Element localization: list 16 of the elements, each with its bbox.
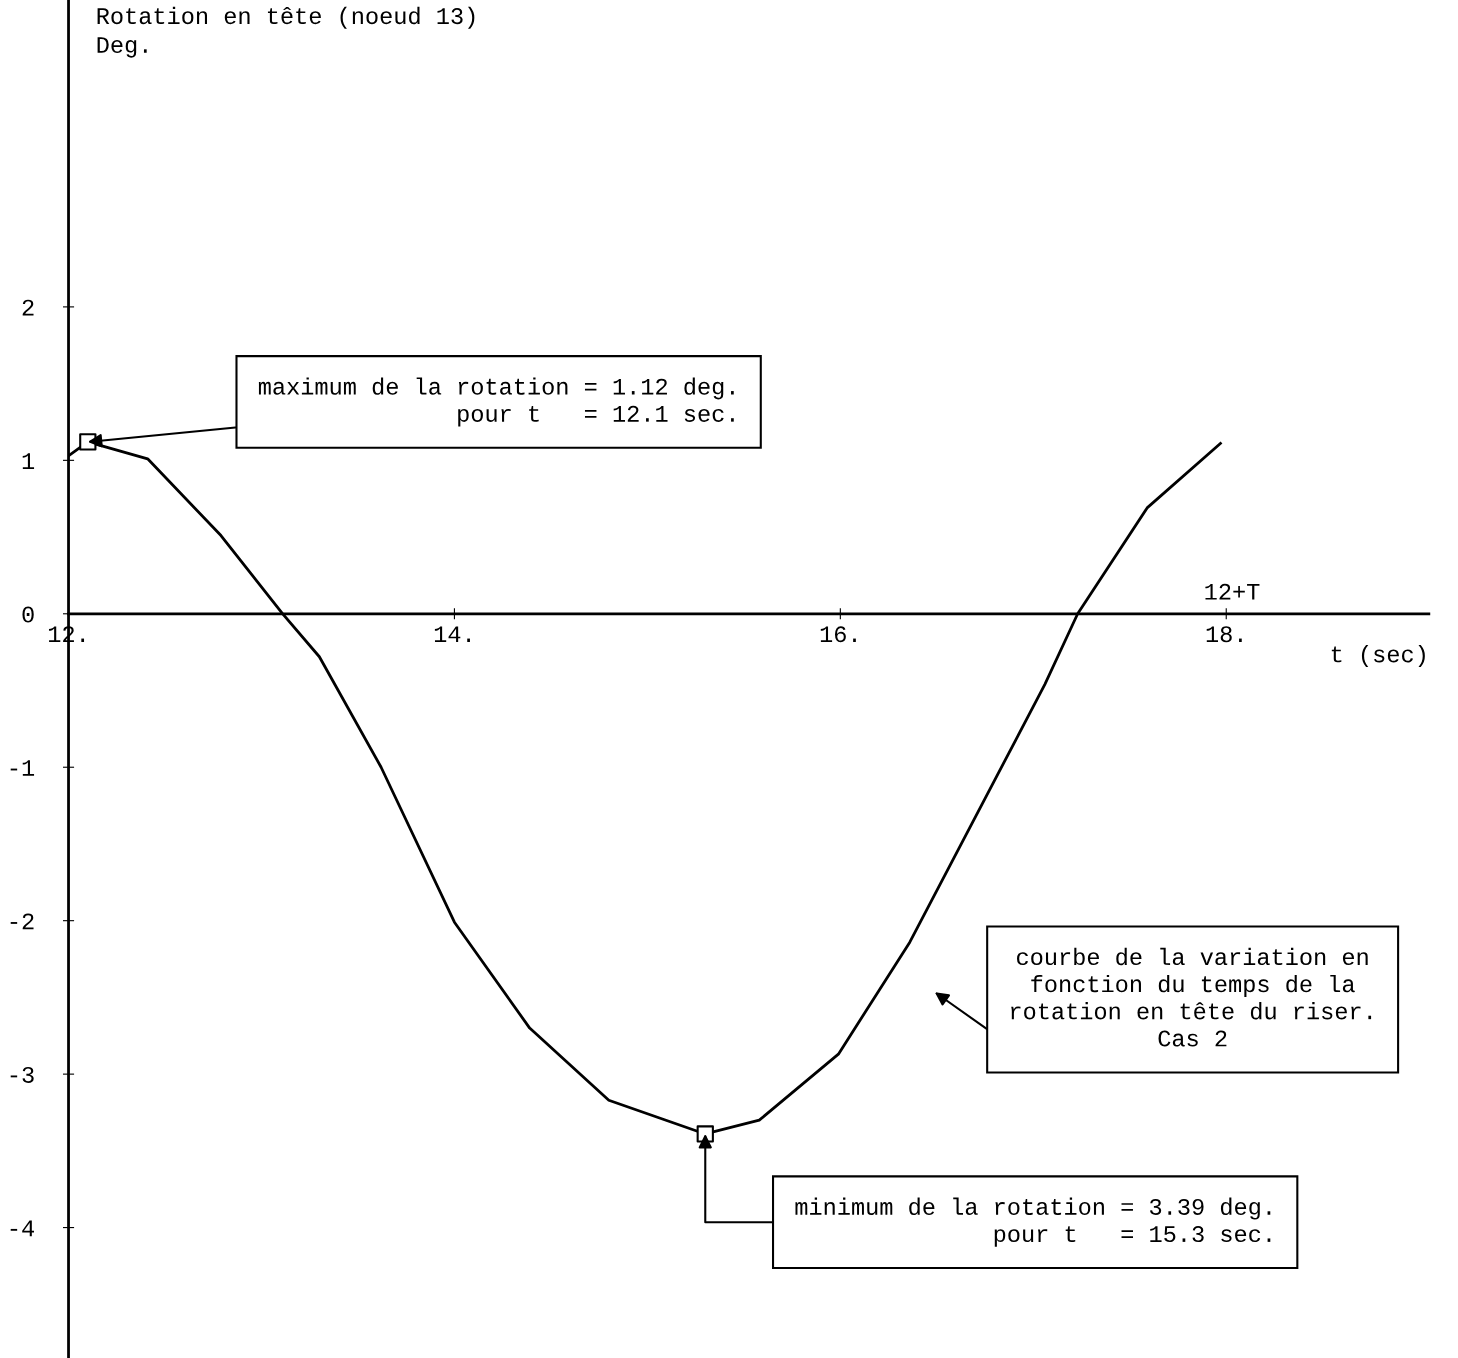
y-tick-label: -4 xyxy=(10,1220,34,1237)
annotation: courbe de la variation en fonction du temps de la rotation en tête du riser. Cas 2 xyxy=(1011,947,1372,1047)
y-tick-label: 0 xyxy=(22,606,34,623)
annotation: minimum de la rotation = 3.39 deg. pour t = 15.3 sec. xyxy=(795,1197,1271,1247)
annotation: maximum de la rotation = 1.12 deg. pour t = 12.1 sec. xyxy=(258,377,734,427)
y-tick-label: 2 xyxy=(22,299,34,316)
annotation: 12+T xyxy=(1205,583,1260,600)
x-tick-label: 16. xyxy=(820,626,856,643)
y-tick-label: -3 xyxy=(10,1066,34,1083)
y-tick-label: 1 xyxy=(22,453,35,469)
x-tick-label: 18. xyxy=(1206,626,1242,643)
x-tick-label: 14. xyxy=(434,626,470,643)
y-tick-label: -1 xyxy=(10,760,35,776)
x-axis-title: t (sec) xyxy=(1331,645,1425,668)
y-axis-title: Rotation en tête (noeud 13) Deg. xyxy=(97,6,475,58)
y-tick-label: -2 xyxy=(10,913,34,930)
